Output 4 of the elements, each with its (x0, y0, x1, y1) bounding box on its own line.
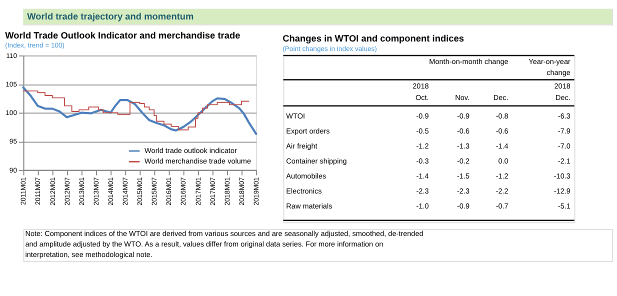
text: World trade trajectory and momentum (27, 12, 194, 22)
text: Changes in WTOI and component indices (282, 34, 464, 44)
line-series (22, 86, 258, 135)
chart-title: World Trade Outlook Indicator and merchandise trade (5, 30, 240, 40)
